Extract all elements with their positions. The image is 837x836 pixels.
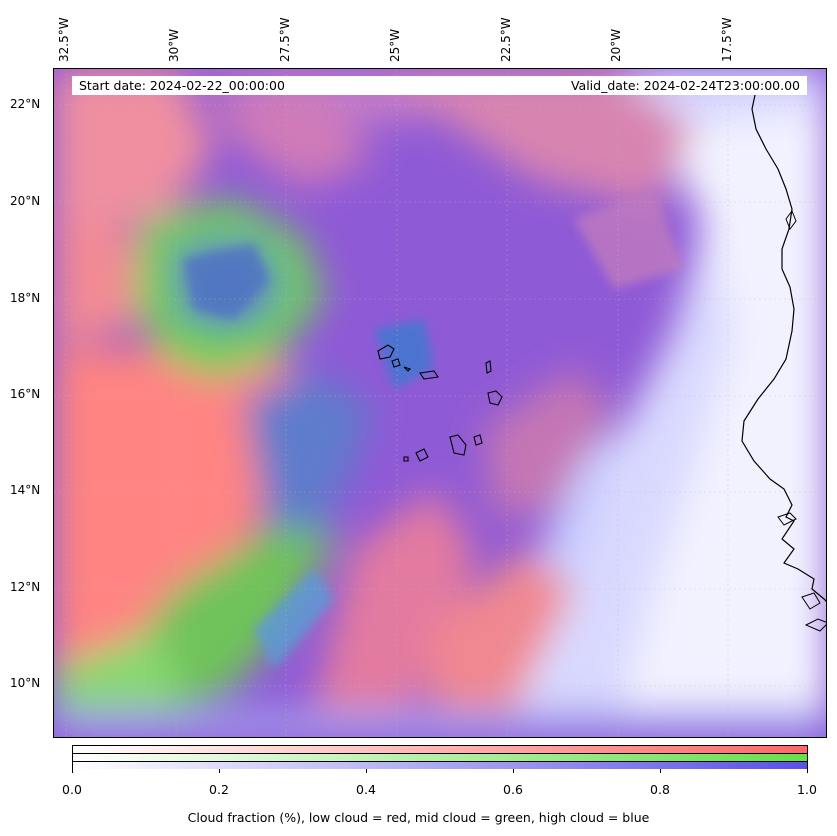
lon-label-20w: 20°W: [609, 28, 623, 62]
graticule: [54, 69, 826, 737]
lat-label-16n: 16°N: [10, 387, 41, 401]
lat-label-12n: 12°N: [10, 580, 41, 594]
colorbar: [72, 745, 808, 769]
colorbar-tickmark: [660, 769, 661, 773]
colorbar-tickmark: [366, 769, 367, 773]
colorbar-tickmark: [807, 769, 808, 773]
cloud-detail: [184, 189, 684, 669]
lon-label-30w: 30°W: [167, 28, 181, 62]
colorbar-tick-label: 0.0: [62, 782, 82, 797]
colorbar-tick-label: 0.8: [650, 782, 670, 797]
start-date-text: Start date: 2024-02-22_00:00:00: [79, 78, 285, 93]
lat-label-22n: 22°N: [10, 97, 41, 111]
colorbar-high-cloud: [73, 762, 807, 769]
lat-label-20n: 20°N: [10, 194, 41, 208]
colorbar-tick-label: 0.4: [356, 782, 376, 797]
lon-label-32-5w: 32.5°W: [57, 17, 71, 62]
lat-label-18n: 18°N: [10, 291, 41, 305]
lon-label-17-5w: 17.5°W: [720, 17, 734, 62]
cloud-layers: [54, 69, 826, 737]
africa-coastline: [741, 80, 826, 602]
colorbar-tickmark: [72, 769, 73, 773]
date-banner: Start date: 2024-02-22_00:00:00 Valid_da…: [72, 76, 807, 95]
colorbar-tickmark: [219, 769, 220, 773]
map-panel: [53, 68, 827, 738]
lon-label-25w: 25°W: [388, 28, 402, 62]
coast-island: [801, 592, 821, 610]
colorbar-tick-label: 0.2: [209, 782, 229, 797]
coast-island: [804, 618, 826, 632]
colorbar-tick-label: 1.0: [797, 782, 817, 797]
valid-date-text: Valid_date: 2024-02-24T23:00:00.00: [570, 78, 800, 93]
lat-label-10n: 10°N: [10, 676, 41, 690]
colorbar-tickmark: [513, 769, 514, 773]
cape-verde-islands: [377, 344, 503, 462]
lon-label-22-5w: 22.5°W: [499, 17, 513, 62]
lat-label-14n: 14°N: [10, 483, 41, 497]
colorbar-tick-label: 0.6: [503, 782, 523, 797]
coast-island: [777, 512, 797, 526]
colorbar-mid-cloud: [73, 754, 807, 762]
coast-inlet: [785, 209, 797, 231]
cloud-fraction-map: [54, 69, 826, 737]
colorbar-low-cloud: [73, 746, 807, 754]
lon-label-27-5w: 27.5°W: [278, 17, 292, 62]
colorbar-label: Cloud fraction (%), low cloud = red, mid…: [187, 810, 650, 825]
